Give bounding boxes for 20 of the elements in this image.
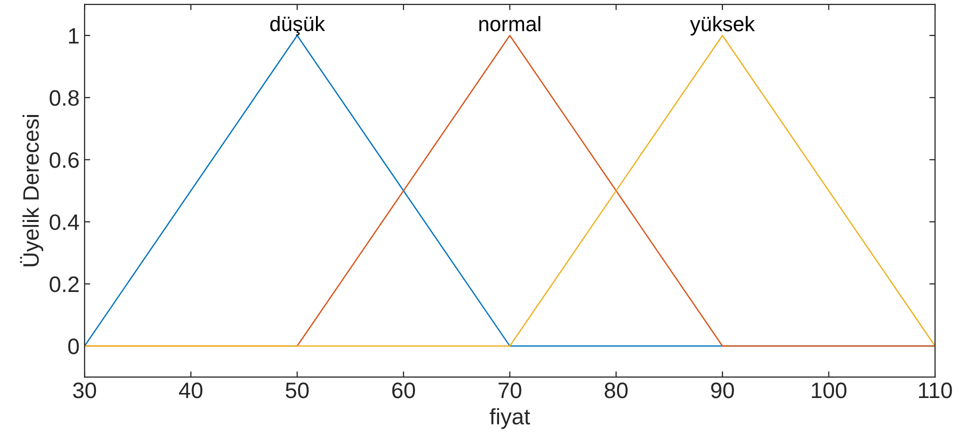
y-tick-label: 0.6 [50, 152, 79, 168]
x-tick-label: 80 [604, 382, 628, 398]
y-axis-title: Üyelik Derecesi [20, 115, 44, 266]
x-tick-label: 110 [919, 382, 952, 398]
x-tick-label: 60 [392, 382, 415, 398]
y-tick-label: 1 [69, 28, 79, 44]
series-label: normal [479, 16, 540, 32]
y-tick-label: 0.4 [50, 214, 80, 230]
x-tick-label: 40 [179, 382, 202, 398]
series-label: düşük [270, 16, 326, 36]
x-tick-label: 30 [73, 382, 96, 398]
y-tick-label: 0.2 [50, 276, 79, 292]
x-axis-title: fiyat [490, 408, 530, 429]
x-tick-label: 100 [812, 382, 846, 398]
x-tick-label: 70 [498, 382, 522, 398]
x-tick-label: 50 [286, 382, 309, 398]
y-tick-label: 0 [68, 338, 79, 354]
series-label: yüksek [690, 16, 755, 36]
y-tick-label: 0.8 [50, 90, 79, 106]
x-tick-label: 90 [711, 382, 734, 398]
